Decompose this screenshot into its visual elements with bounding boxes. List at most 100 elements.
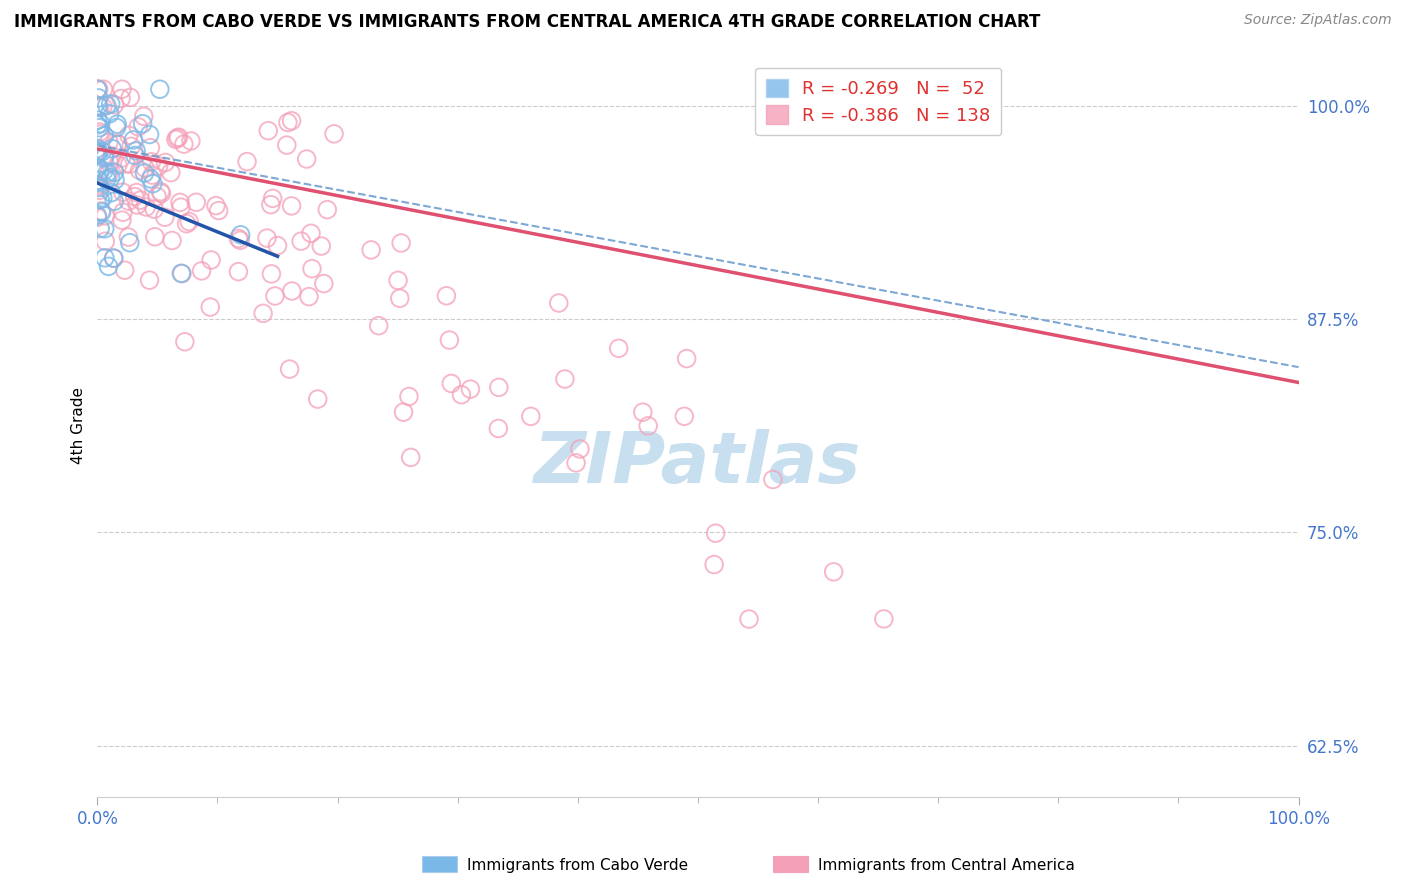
Point <box>96 165 118 179</box>
Point <box>143 202 166 217</box>
Point <box>86 161 108 175</box>
Point <box>554 372 576 386</box>
Point <box>520 409 543 424</box>
Point <box>200 252 222 267</box>
Text: Source: ZipAtlas.com: Source: ZipAtlas.com <box>1244 13 1392 28</box>
Point <box>298 290 321 304</box>
Point <box>149 82 172 96</box>
Point <box>120 139 142 153</box>
Point <box>112 205 135 219</box>
Point <box>129 193 152 207</box>
Point <box>312 277 335 291</box>
Point <box>311 239 333 253</box>
Point <box>738 612 761 626</box>
Point <box>97 135 120 149</box>
Point <box>103 165 125 179</box>
Point <box>139 141 162 155</box>
Point <box>149 185 172 199</box>
Point <box>115 157 138 171</box>
Point <box>762 473 785 487</box>
Point <box>266 238 288 252</box>
Point <box>93 164 115 178</box>
Point <box>86 118 108 132</box>
Point <box>229 233 252 247</box>
Point <box>301 261 323 276</box>
Point <box>86 161 108 175</box>
Text: ZIPatlas: ZIPatlas <box>534 428 862 498</box>
Point <box>94 209 117 223</box>
Point <box>141 154 163 169</box>
Point <box>128 163 150 178</box>
Point <box>90 117 112 131</box>
Point <box>673 409 696 424</box>
Point <box>139 172 162 186</box>
Point <box>86 82 108 96</box>
Point <box>155 155 177 169</box>
Point <box>131 117 153 131</box>
Point <box>105 120 128 135</box>
Point <box>118 128 141 143</box>
Point <box>176 217 198 231</box>
Point <box>96 98 118 112</box>
Point <box>179 214 201 228</box>
Point <box>89 128 111 142</box>
Point <box>87 178 110 192</box>
Point <box>439 333 461 347</box>
Point <box>134 166 156 180</box>
Point <box>143 229 166 244</box>
Point <box>486 421 509 435</box>
Point <box>252 306 274 320</box>
Point <box>170 266 193 280</box>
Text: Immigrants from Central America: Immigrants from Central America <box>818 858 1076 872</box>
Point <box>299 227 322 241</box>
Point <box>229 227 252 242</box>
Point <box>127 198 149 212</box>
Point <box>399 450 422 465</box>
Point <box>103 252 125 266</box>
Point <box>93 82 115 96</box>
Point <box>228 231 250 245</box>
Point <box>392 405 415 419</box>
Point <box>703 558 725 572</box>
Point <box>101 142 124 156</box>
Point <box>186 195 208 210</box>
Point <box>89 193 111 207</box>
Point <box>142 177 165 191</box>
Point <box>89 125 111 139</box>
Point <box>141 168 163 182</box>
Point <box>97 260 120 274</box>
Point <box>260 197 283 211</box>
Point <box>236 154 259 169</box>
Point <box>86 141 108 155</box>
Point <box>134 161 156 175</box>
Point <box>228 265 250 279</box>
Point <box>91 191 114 205</box>
Legend: R = -0.269   N =  52, R = -0.386   N = 138: R = -0.269 N = 52, R = -0.386 N = 138 <box>755 68 1001 136</box>
Point <box>159 165 181 179</box>
Point <box>450 388 472 402</box>
Point <box>675 351 697 366</box>
Point <box>460 382 482 396</box>
Point <box>277 115 299 129</box>
Point <box>138 128 160 142</box>
Point <box>111 185 134 199</box>
Point <box>256 231 278 245</box>
Point <box>276 138 298 153</box>
Point <box>127 120 149 134</box>
Point <box>101 149 124 163</box>
Point <box>91 145 114 159</box>
Point <box>87 173 110 187</box>
Point <box>173 137 195 152</box>
Point <box>90 203 112 218</box>
Point <box>104 173 127 187</box>
Point <box>631 405 654 419</box>
Point <box>360 243 382 257</box>
Point <box>86 211 108 225</box>
Point <box>281 284 304 298</box>
Point <box>105 136 128 151</box>
Point <box>132 109 155 123</box>
Point <box>262 191 284 205</box>
Point <box>117 230 139 244</box>
Point <box>148 159 170 173</box>
Point <box>389 235 412 250</box>
